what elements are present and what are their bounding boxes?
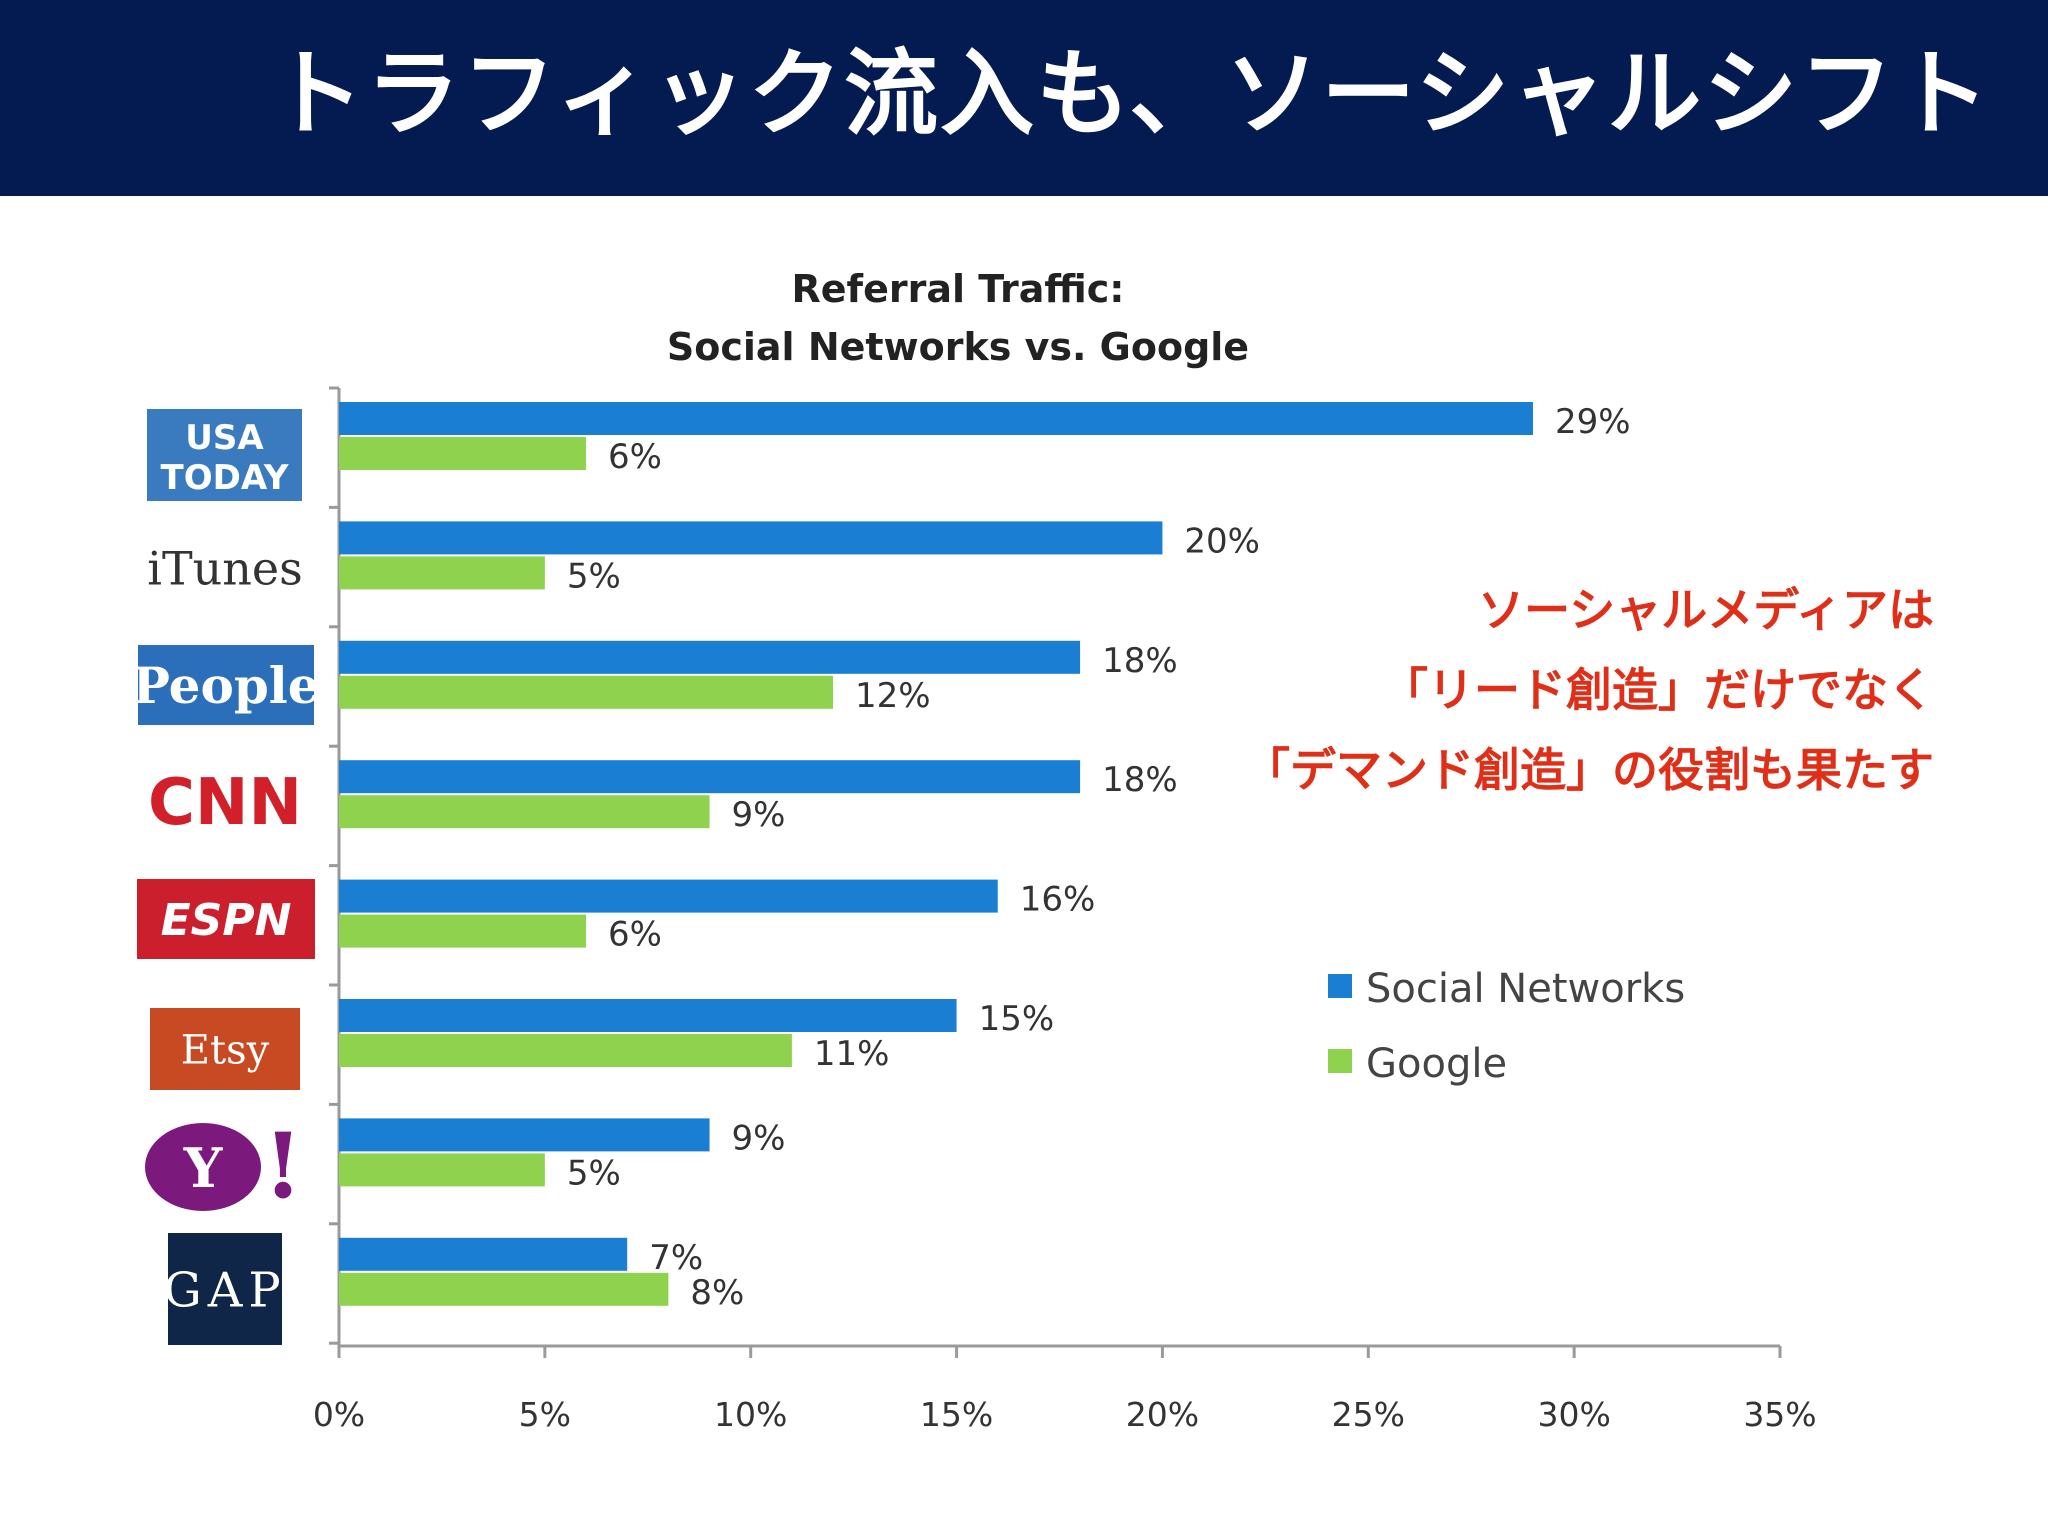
x-tick-label: 30%	[1537, 1395, 1610, 1434]
data-label-google: 5%	[567, 1153, 621, 1193]
bar-google	[339, 1272, 669, 1306]
callout-line-1: ソーシャルメディアは	[1478, 583, 1934, 637]
x-tick-label: 35%	[1743, 1395, 1816, 1434]
bar-social-networks	[339, 521, 1163, 555]
logo-etsy-bg	[150, 1008, 300, 1090]
logo-espn-bg	[137, 879, 315, 959]
bar-google	[339, 437, 587, 470]
bar-social-networks	[339, 1237, 628, 1271]
bar-social-networks	[339, 1118, 710, 1152]
bar-social-networks	[339, 402, 1533, 435]
callout-line-2: 「リード創造」だけでなく	[1382, 663, 1934, 717]
bar-google	[339, 675, 834, 709]
logo-itunes: iTunes	[147, 542, 302, 596]
bar-google	[339, 795, 710, 829]
logo-etsy: Etsy	[181, 1027, 270, 1073]
data-label-social: 29%	[1555, 402, 1631, 442]
x-tick-label: 25%	[1332, 1395, 1405, 1434]
logo-usa-today-bg	[147, 409, 302, 501]
data-label-google: 8%	[690, 1273, 744, 1313]
callout-line-3: 「デマンド創造」の役割も果たす	[1244, 743, 1934, 797]
legend-label: Google	[1366, 1041, 1507, 1087]
bar-social-networks	[339, 879, 998, 913]
slide-header: トラフィック流入も、ソーシャルシフト	[0, 0, 2048, 196]
logo-gap: GAP	[163, 1262, 286, 1318]
data-label-social: 9%	[732, 1118, 786, 1158]
data-label-social: 16%	[1020, 880, 1096, 920]
slide-title: トラフィック流入も、ソーシャルシフト	[270, 40, 1992, 149]
legend-swatch	[1328, 1049, 1352, 1073]
logo-gap-bg	[168, 1233, 282, 1345]
x-tick-label: 10%	[714, 1395, 787, 1434]
logo-yahoo-mark	[145, 1123, 261, 1211]
chart-title-line-1: Referral Traffic:	[792, 267, 1125, 311]
logo-usa-today: TODAY	[161, 458, 289, 498]
referral-traffic-chart: Referral Traffic: Social Networks vs. Goo…	[132, 267, 1816, 1434]
chart-title-line-2: Social Networks vs. Google	[667, 325, 1249, 369]
x-tick-label: 5%	[519, 1395, 571, 1434]
data-label-social: 18%	[1102, 641, 1178, 681]
data-label-google: 12%	[855, 676, 931, 716]
data-label-google: 5%	[567, 556, 621, 596]
logo-yahoo: Y	[183, 1136, 224, 1200]
bar-social-networks	[339, 999, 957, 1032]
data-label-social: 20%	[1184, 521, 1260, 561]
bar-google	[339, 914, 587, 948]
bar-social-networks	[339, 760, 1081, 794]
logo-espn: ESPN	[161, 895, 292, 946]
data-label-social: 15%	[979, 999, 1055, 1039]
legend-label: Social Networks	[1366, 966, 1685, 1012]
data-label-social: 18%	[1102, 760, 1178, 800]
bar-social-networks	[339, 640, 1081, 674]
data-label-google: 6%	[608, 437, 662, 477]
bar-google	[339, 1034, 792, 1067]
x-tick-label: 0%	[313, 1395, 365, 1434]
logo-usa-today: USA	[185, 418, 264, 458]
bar-google	[339, 556, 545, 590]
data-label-google: 11%	[814, 1034, 890, 1074]
logo-yahoo-exclaim: !	[263, 1113, 303, 1219]
x-tick-label: 20%	[1126, 1395, 1199, 1434]
callout-text: ソーシャルメディアは 「リード創造」だけでなく 「デマンド創造」の役割も果たす	[1244, 570, 1934, 810]
legend-swatch	[1328, 974, 1352, 998]
x-tick-label: 15%	[920, 1395, 993, 1434]
logo-people: People	[132, 656, 319, 715]
data-label-social: 7%	[649, 1238, 703, 1278]
logo-people-bg	[138, 645, 314, 725]
data-label-google: 9%	[732, 795, 786, 835]
bar-google	[339, 1153, 545, 1187]
logo-cnn: CNN	[148, 766, 302, 840]
data-label-google: 6%	[608, 915, 662, 955]
